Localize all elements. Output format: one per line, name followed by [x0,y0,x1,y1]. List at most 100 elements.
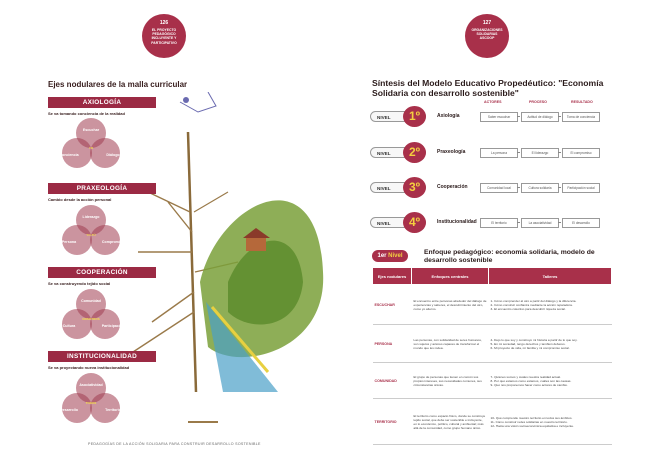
venn-circle [62,225,92,255]
venn-label: Cultura [62,324,76,328]
axis-bar-axiologia: AXIOLOGÍA [48,97,156,108]
level-4: NIVEL 4º [370,212,434,233]
level-actores: Saber escuchar [480,112,518,122]
venn-label: Compromiso [101,240,125,244]
level-actores: La persona [480,148,518,158]
arrow [517,222,520,223]
level-proceso: La asociatividad [521,218,559,228]
venn-label: Diálogo [106,153,120,157]
arrow [558,187,561,188]
axis-bar-praxeologia: PRAXEOLOGÍA [48,183,156,194]
arrow [517,152,520,153]
taller-item: 5- En mi sociedad, tengo derechos y tamb… [490,341,566,346]
level-number: 4º [403,212,426,233]
right-page-number: 127 [482,20,492,26]
row-talleres: 4- Dejo lo que soy y construyo mi histor… [488,324,612,363]
level-2: NIVEL 2º [370,142,434,163]
taller-item: 8- Por qué estamos como estamos, cuáles … [490,378,572,383]
level-3: NIVEL 3º [370,177,434,198]
row-eje: ESCUCHAR [372,284,412,325]
left-section-title: Ejes nodulares de la malla curricular [48,80,188,89]
venn-circle [62,138,92,168]
row-enfoque: El territorio como espacio físico, donde… [411,398,489,445]
venn-circle [90,309,120,339]
venn-circle [90,225,120,255]
tree-illustration [132,92,324,423]
venn-label: Persona [61,240,77,244]
row-eje: PERSONA [372,324,412,363]
taller-item: 10- Qué comprende nuestro territorio en … [490,415,573,420]
venn-label: Liderazgo [82,215,100,219]
venn-cooperacion: Comunidad Cultura Participación NOSOTROS [48,289,156,339]
level-number: 3º [403,177,426,198]
axis-sub-praxeologia: Cambio desde la acción personal [48,197,112,202]
table-row: PERSONA Las personas, con solidaridad de… [372,324,612,363]
col-actores: ACTORES [484,100,502,104]
venn-center: NOSOTROS [82,317,100,321]
venn-center: YO [88,146,94,150]
arrow [517,187,520,188]
col-resultado: RESULTADO [571,100,593,104]
th-talleres: Talleres [488,267,612,285]
venn-circle [90,138,120,168]
level-1: NIVEL 1º [370,106,434,127]
left-footer: PEDAGOGÍAS DE LA ACCIÓN SOLIDARIA PARA C… [88,442,261,446]
th-enfoques: Enfoques centrales [411,267,489,285]
row-enfoque: El grupo de personas que tienen en común… [411,362,489,399]
left-page-caption: EL PROYECTO PEDAGÓGICO INCLUYENTE Y PART… [151,28,177,45]
table-row: ESCUCHAR El encuentro entre personas alr… [372,284,612,325]
row-talleres: 1- Cómo comprender al otro a partir del … [488,284,612,325]
venn-praxeologia: Liderazgo Persona Compromiso YO-TÚ [48,205,156,255]
level-name: Cooperación [437,184,468,190]
venn-label: Territorio [105,408,121,412]
talleres-table: Ejes nodulares Enfoques centrales Taller… [372,267,612,445]
level-resultado: El desarrollo [562,218,600,228]
arrow [558,222,561,223]
taller-item: 9- Qué nos proponemos hacer como actores… [490,382,568,387]
left-page-badge: 126 EL PROYECTO PEDAGÓGICO INCLUYENTE Y … [142,14,186,58]
axis-sub-institucionalidad: Se va proyectando nueva institucionalida… [48,365,130,370]
venn-label: Comunidad [81,299,101,303]
axis-sub-axiologia: Se va tomando conciencia de la realidad [48,111,125,116]
row-talleres: 7- Quiénes somos y cuáles nuestra realid… [488,362,612,399]
col-proceso: PROCESO [529,100,547,104]
venn-label: Participación [101,324,125,328]
venn-label: Conciencia [59,153,79,157]
level-actores: Comunidad local [480,183,518,193]
arrow [558,152,561,153]
right-title: Síntesis del Modelo Educativo Propedéuti… [372,78,604,98]
venn-circle [90,393,120,423]
row-enfoque: Las personas, con solidaridad de seres h… [411,324,489,363]
taller-item: 1- Cómo comprender al otro a partir del … [490,298,577,303]
taller-item: 7- Quiénes somos y cuáles nuestra realid… [490,374,561,379]
venn-circle [62,393,92,423]
level-proceso: Actitud de diálogo [521,112,559,122]
level-proceso: Cultura solidaria [521,183,559,193]
level-name: Axiología [437,113,460,119]
level-actores: El territorio [480,218,518,228]
venn-institucionalidad: Asociatividad Desarrollo Territorio TODO… [48,373,156,423]
row-eje: COMUNIDAD [372,362,412,399]
venn-label: Asociatividad [79,383,103,387]
arrow [558,116,561,117]
axis-sub-cooperacion: Se va construyendo tejido social [48,281,111,286]
level-number: 2º [403,142,426,163]
nivel-prefix: 1er [377,253,387,259]
table-row: TERRITORIO El territorio como espacio fí… [372,398,612,445]
level-number: 1º [403,106,426,127]
taller-item: 3- El encuentro colectivo para descubrir… [490,306,566,311]
row-enfoque: El encuentro entre personas alrededor de… [411,284,489,325]
venn-label: Desarrollo [60,408,78,412]
axis-bar-cooperacion: COOPERACIÓN [48,267,156,278]
axis-bar-institucionalidad: INSTITUCIONALIDAD [48,351,156,362]
venn-circle [62,309,92,339]
level-proceso: El liderazgo [521,148,559,158]
venn-center: TODOS [85,401,97,405]
enfoque-title: Enfoque pedagógico: economía solidaria, … [424,249,595,264]
venn-center: YO-TÚ [86,233,96,237]
level-resultado: Toma de conciencia [562,112,600,122]
level-name: Institucionalidad [437,219,477,225]
left-page-number: 126 [159,20,169,26]
level-name: Praxeología [437,149,466,155]
right-page-badge: 127 ORGANIZACIONES SOLIDARIAS ASCOOP [465,14,509,58]
